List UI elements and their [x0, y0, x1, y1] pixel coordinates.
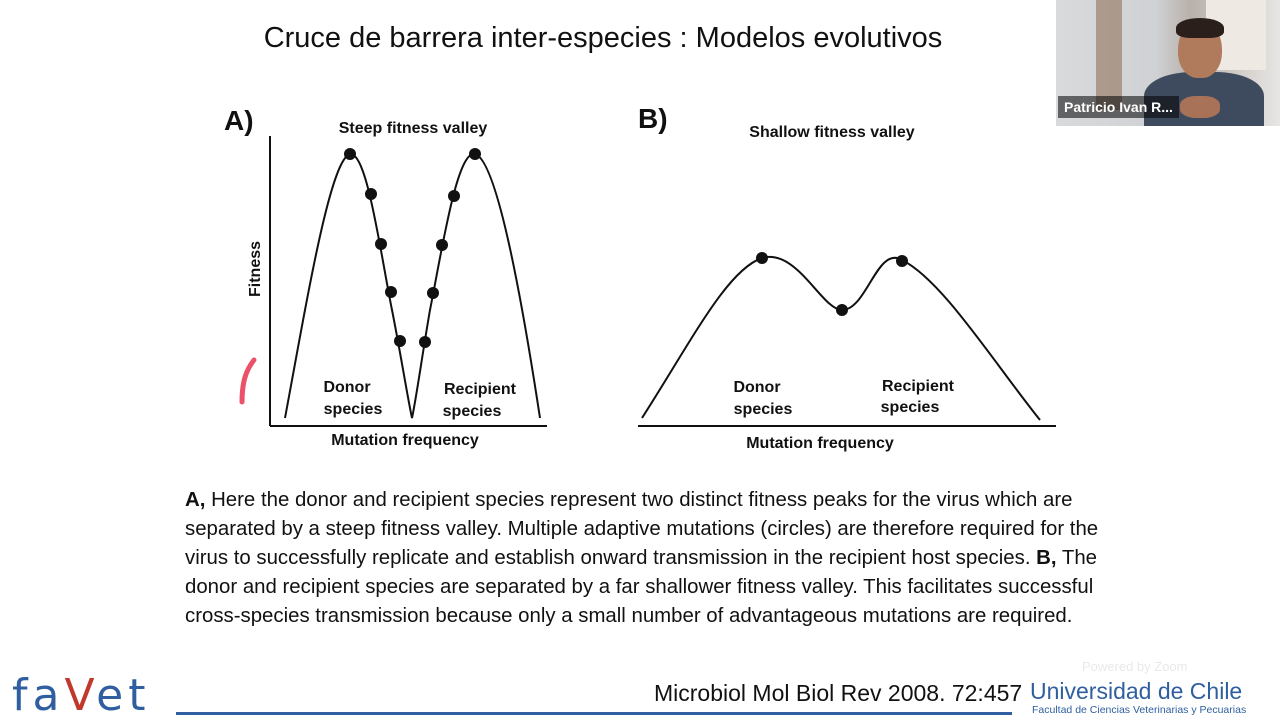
panel-a-mutation-circle	[365, 188, 377, 200]
powered-by-zoom: Powered by Zoom	[1082, 659, 1188, 674]
panel-b-donor-label-2: species	[734, 401, 793, 418]
panel-a-ylabel: Fitness	[247, 241, 264, 297]
pen-annotation-mark	[239, 357, 257, 405]
favet-logo-v: V	[64, 670, 97, 721]
panel-a-mutation-circle	[427, 287, 439, 299]
slide-title: Cruce de barrera inter-especies : Modelo…	[263, 22, 943, 54]
caption-a-text: Here the donor and recipient species rep…	[185, 489, 1099, 569]
panel-a-donor-label: Donor	[323, 379, 370, 396]
favet-logo-et: et	[96, 670, 151, 721]
panel-b-mutation-circle	[896, 255, 908, 267]
panel-a-mutation-circle	[344, 148, 356, 160]
panel-a-mutation-circle	[436, 239, 448, 251]
panel-b-xlabel: Mutation frequency	[746, 435, 894, 452]
panel-b-mutation-circle	[756, 252, 768, 264]
panel-a-mutation-circle	[448, 190, 460, 202]
panel-b-mutation-circle	[836, 304, 848, 316]
panel-a-mutation-circle	[419, 336, 431, 348]
footer-rule	[176, 712, 1012, 715]
fitness-valley-figure: A) Steep fitness valley Fitness Donor sp…	[222, 100, 1058, 460]
video-shelf	[1096, 0, 1122, 110]
panel-a-xlabel: Mutation frequency	[331, 432, 479, 449]
panel-a-recipient-label-2: species	[443, 403, 502, 420]
favet-logo: faVet	[12, 672, 150, 720]
panel-b-donor-label: Donor	[733, 379, 780, 396]
panel-a-donor-label-2: species	[324, 401, 383, 418]
participant-name-label: Patricio Ivan R...	[1058, 96, 1179, 118]
faculty-name: Facultad de Ciencias Veterinarias y Pecu…	[1032, 704, 1247, 716]
participant-hair	[1176, 18, 1224, 38]
panel-b-label: B)	[638, 103, 668, 134]
panel-b-title: Shallow fitness valley	[749, 124, 915, 141]
panel-a-mutation-circle	[394, 335, 406, 347]
citation: Microbiol Mol Biol Rev 2008. 72:457	[654, 680, 1023, 706]
panel-b-recipient-label-2: species	[881, 399, 940, 416]
panel-a-label: A)	[224, 105, 254, 136]
caption-b-text: The donor and recipient species are sepa…	[185, 547, 1098, 627]
caption-b-label: B,	[1036, 547, 1057, 569]
panel-a-recipient-label: Recipient	[444, 381, 517, 398]
caption-a-label: A,	[185, 489, 206, 511]
figure-caption: A, Here the donor and recipient species …	[185, 486, 1115, 631]
panel-b-shallow-curve	[641, 255, 1041, 421]
panel-a-steep-curve	[284, 153, 541, 419]
university-name: Universidad de Chile	[1030, 678, 1243, 704]
favet-logo-fa: fa	[12, 670, 65, 721]
panel-a-title: Steep fitness valley	[339, 120, 488, 137]
panel-a-mutation-circle	[469, 148, 481, 160]
participant-hand	[1180, 96, 1220, 118]
panel-b-recipient-label: Recipient	[882, 378, 955, 395]
panel-a-mutation-circle	[375, 238, 387, 250]
participant-video-tile[interactable]: Patricio Ivan R...	[1056, 0, 1280, 126]
panel-a-mutation-circle	[385, 286, 397, 298]
fitness-diagram: A) Steep fitness valley Fitness Donor sp…	[224, 103, 1056, 452]
